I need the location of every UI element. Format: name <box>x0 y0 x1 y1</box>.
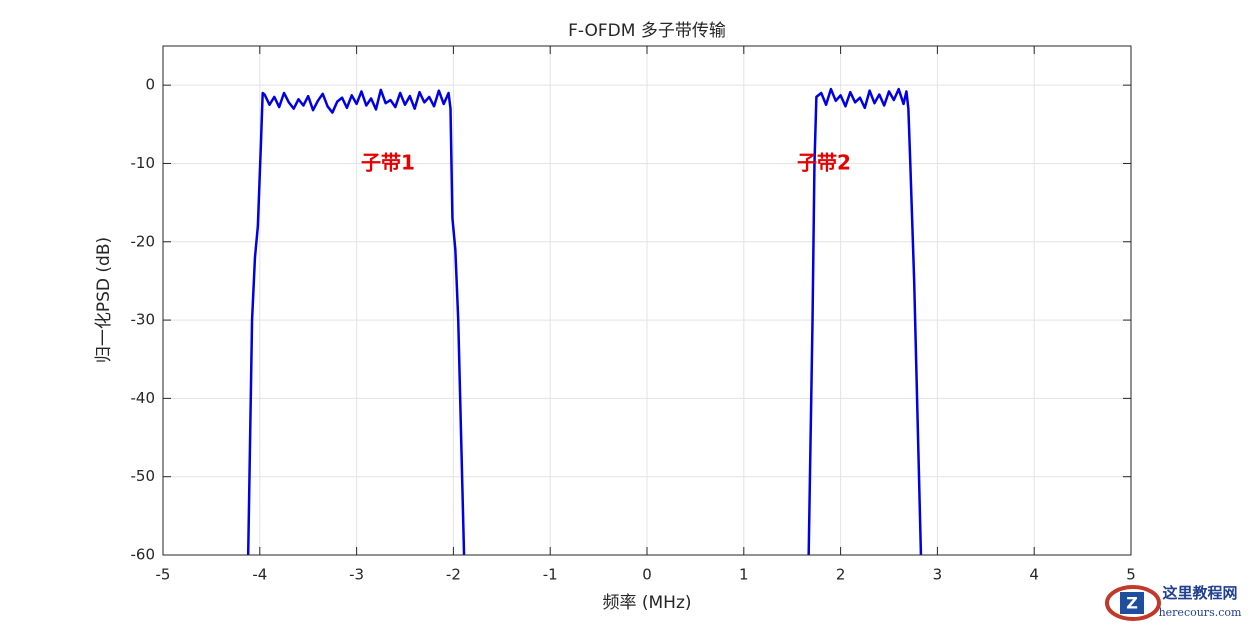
ticks: -5 -4 -3 -2 -1 0 1 2 3 4 5-60-50-40-30-20-100 <box>131 46 1136 584</box>
watermark: Z 这里教程网 herecours.com <box>1105 584 1242 621</box>
x-tick-label: 3 <box>933 566 943 584</box>
x-tick-label: 5 <box>1126 566 1136 584</box>
annotation: 子带2 <box>797 151 851 175</box>
x-tick-label: 1 <box>739 566 749 584</box>
x-axis-label: 频率 (MHz) <box>602 593 691 613</box>
x-tick-label: 4 <box>1029 566 1039 584</box>
watermark-logo <box>1105 585 1161 621</box>
y-tick-label: -40 <box>131 389 156 407</box>
x-tick-label: -2 <box>446 566 461 584</box>
y-tick-label: -10 <box>131 154 156 172</box>
y-axis-label: 归一化PSD (dB) <box>94 237 114 363</box>
data-line <box>246 87 923 555</box>
watermark-logo <box>1120 592 1144 614</box>
watermark-logo-letter: Z <box>1126 594 1138 613</box>
x-tick-label: -5 <box>156 566 171 584</box>
y-tick-label: 0 <box>145 76 155 94</box>
y-tick-label: -50 <box>131 467 156 485</box>
watermark-title: 这里教程网 <box>1162 584 1237 602</box>
watermark-url: herecours.com <box>1159 606 1242 619</box>
x-tick-label: 0 <box>642 566 652 584</box>
y-tick-label: -20 <box>131 232 156 250</box>
x-tick-label: 2 <box>836 566 846 584</box>
lines <box>246 87 923 555</box>
x-tick-label: -3 <box>349 566 364 584</box>
chart-title: F-OFDM 多子带传输 <box>568 21 726 41</box>
annotation: 子带1 <box>361 151 415 175</box>
y-tick-label: -30 <box>131 311 156 329</box>
y-tick-label: -60 <box>131 546 156 564</box>
x-tick-label: -4 <box>252 566 267 584</box>
x-tick-label: -1 <box>543 566 558 584</box>
